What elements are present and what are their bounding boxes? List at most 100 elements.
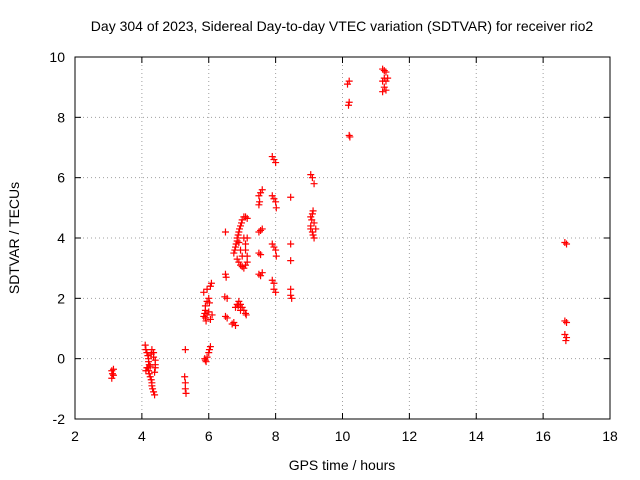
- data-point: [142, 367, 150, 375]
- data-point: [221, 270, 229, 278]
- data-point: [242, 309, 250, 317]
- x-tick-label: 2: [71, 428, 79, 444]
- data-point: [235, 297, 243, 305]
- data-point: [181, 379, 189, 387]
- data-point: [206, 315, 214, 323]
- data-point: [240, 264, 248, 272]
- data-point: [233, 255, 241, 263]
- data-point: [257, 251, 265, 259]
- data-point: [379, 77, 387, 85]
- data-point: [149, 385, 157, 393]
- data-point: [147, 350, 155, 358]
- data-point: [272, 204, 280, 212]
- data-point: [145, 370, 153, 378]
- data-point: [108, 374, 116, 382]
- data-point: [561, 331, 569, 339]
- data-point: [257, 272, 265, 280]
- data-point: [345, 98, 353, 106]
- data-point: [238, 252, 246, 260]
- x-tick-label: 18: [602, 428, 618, 444]
- data-point: [203, 353, 211, 361]
- y-tick-label: 2: [57, 290, 65, 306]
- y-tick-label: 6: [57, 170, 65, 186]
- data-point: [243, 214, 251, 222]
- data-point: [143, 364, 151, 372]
- data-point: [151, 368, 159, 376]
- data-point: [255, 228, 263, 236]
- grid-lines: [75, 57, 610, 419]
- data-point: [345, 77, 353, 85]
- data-point: [256, 198, 264, 206]
- data-point: [272, 288, 280, 296]
- data-point: [201, 302, 209, 310]
- data-point: [235, 239, 243, 247]
- data-point: [200, 312, 208, 320]
- data-point: [208, 311, 216, 319]
- data-point: [146, 373, 154, 381]
- plot-frame: [74, 56, 611, 420]
- data-point: [207, 279, 215, 287]
- data-point: [234, 231, 242, 239]
- data-point: [202, 317, 210, 325]
- data-point: [182, 389, 190, 397]
- data-point: [288, 294, 296, 302]
- data-point: [142, 346, 150, 354]
- data-point: [145, 358, 153, 366]
- data-point: [309, 231, 317, 239]
- data-point: [237, 246, 245, 254]
- data-point: [270, 243, 278, 251]
- data-point: [562, 337, 570, 345]
- data-point: [312, 225, 320, 233]
- data-point: [237, 306, 245, 314]
- data-point: [148, 382, 156, 390]
- data-point: [344, 80, 352, 88]
- data-point: [108, 367, 116, 375]
- data-point: [147, 376, 155, 384]
- data-point: [202, 358, 210, 366]
- data-point: [270, 285, 278, 293]
- data-point: [258, 269, 266, 277]
- data-point: [232, 243, 239, 251]
- data-point: [242, 213, 250, 221]
- y-tick-label: 10: [49, 49, 65, 65]
- data-point: [230, 249, 238, 257]
- data-point: [563, 334, 571, 342]
- data-point: [235, 228, 243, 236]
- y-axis-label: SDTVAR / TECUs: [6, 182, 22, 294]
- data-point: [257, 189, 265, 197]
- data-point: [144, 352, 152, 360]
- data-point: [268, 240, 276, 248]
- data-point: [272, 252, 280, 260]
- data-point: [205, 349, 213, 357]
- data-point: [272, 198, 280, 206]
- data-point: [148, 346, 156, 354]
- data-point: [109, 365, 117, 373]
- data-point: [268, 153, 276, 161]
- data-point: [146, 362, 154, 370]
- data-point: [108, 370, 116, 378]
- data-point: [228, 320, 236, 328]
- data-point: [238, 216, 246, 224]
- data-point: [255, 192, 263, 200]
- x-tick-label: 6: [205, 428, 213, 444]
- x-tick-label: 8: [272, 428, 280, 444]
- data-point: [310, 234, 318, 242]
- data-point: [563, 240, 571, 248]
- data-point: [236, 225, 244, 233]
- data-point: [222, 273, 230, 281]
- data-point: [257, 226, 265, 234]
- data-point: [233, 234, 241, 242]
- x-axis-label: GPS time / hours: [289, 457, 396, 473]
- data-point: [287, 193, 295, 201]
- data-point: [206, 343, 214, 351]
- data-point: [563, 318, 571, 326]
- data-point: [150, 388, 158, 396]
- data-point: [379, 88, 387, 96]
- data-point: [561, 317, 569, 325]
- axis-ticks: 2 4 6 8 10 12 14 16 18 -2 0 2 4 6 8 10: [49, 49, 618, 444]
- data-point: [379, 65, 387, 73]
- x-tick-label: 4: [138, 428, 146, 444]
- data-point: [151, 364, 159, 372]
- data-point: [203, 297, 211, 305]
- data-point: [309, 207, 317, 215]
